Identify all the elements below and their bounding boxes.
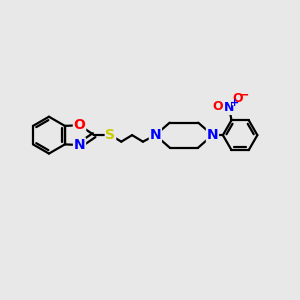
Text: N: N [74,138,85,152]
Text: O: O [212,100,223,113]
Text: +: + [230,98,239,108]
Text: −: − [239,88,249,101]
Text: N: N [224,101,234,114]
Text: N: N [207,128,218,142]
Text: O: O [232,92,243,105]
Text: O: O [74,118,86,132]
Text: S: S [106,128,116,142]
Text: N: N [150,128,161,142]
